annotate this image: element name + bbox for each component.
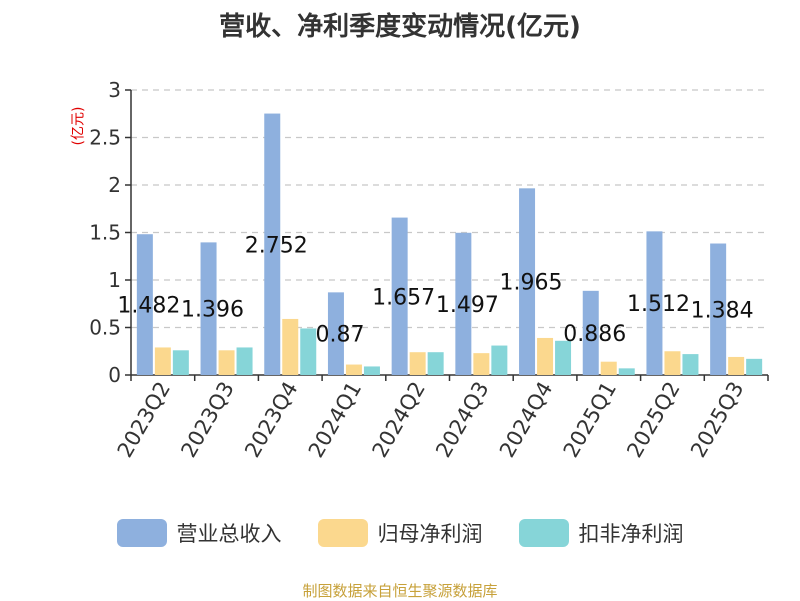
revenue-data-label: 2.752 (245, 233, 308, 258)
deducted-net-profit-bar (427, 352, 444, 375)
y-tick-label: 1.5 (89, 221, 121, 245)
net-profit-bar (154, 347, 171, 375)
legend-label-net-profit: 归母净利润 (377, 522, 483, 546)
chart-title: 营收、净利季度变动情况(亿元) (219, 12, 581, 42)
legend-swatch-revenue (116, 519, 167, 547)
net-profit-bar (218, 350, 235, 375)
x-tick-label: 2025Q2 (622, 378, 684, 462)
y-tick-label: 3 (108, 78, 121, 102)
x-tick-label: 2023Q3 (176, 378, 238, 462)
y-tick-label: 0 (108, 363, 121, 387)
y-tick-label: 1 (108, 268, 121, 292)
x-tick-label: 2024Q4 (495, 378, 557, 462)
revenue-bar (264, 113, 281, 375)
revenue-data-label: 0.886 (563, 322, 626, 347)
net-profit-bar (345, 364, 362, 375)
revenue-bar (200, 242, 217, 375)
revenue-data-label: 1.657 (372, 285, 435, 310)
revenue-bar (327, 292, 344, 375)
deducted-net-profit-bar (682, 354, 699, 375)
revenue-data-label: 1.512 (627, 292, 690, 317)
revenue-data-label: 1.965 (500, 271, 563, 296)
net-profit-bar (600, 361, 617, 375)
legend-item-deducted-net-profit[interactable]: 扣非净利润 (518, 518, 684, 548)
revenue-bar (455, 232, 472, 375)
deducted-net-profit-bar (363, 366, 380, 375)
y-tick-label: 2.5 (89, 126, 121, 150)
net-profit-bar (409, 352, 426, 375)
net-profit-bar (537, 337, 554, 375)
revenue-bar (582, 290, 599, 375)
legend-label-deducted-net-profit: 扣非净利润 (578, 522, 684, 546)
x-tick-label: 2024Q2 (368, 378, 430, 462)
x-tick-label: 2025Q1 (559, 378, 621, 462)
x-tick-label: 2023Q4 (240, 378, 302, 462)
revenue-data-label: 1.384 (691, 298, 754, 323)
legend-swatch-net-profit (317, 519, 368, 547)
net-profit-bar (728, 356, 745, 375)
deducted-net-profit-bar (491, 345, 508, 375)
x-tick-label: 2024Q1 (304, 378, 366, 462)
y-tick-label: 0.5 (89, 316, 121, 340)
x-tick-label: 2025Q3 (686, 378, 748, 462)
legend-item-revenue[interactable]: 营业总收入 (116, 518, 282, 548)
deducted-net-profit-bar (300, 328, 317, 375)
legend-item-net-profit[interactable]: 归母净利润 (317, 518, 483, 548)
net-profit-bar (473, 353, 490, 375)
revenue-bar (136, 234, 153, 375)
revenue-bar (710, 243, 727, 375)
deducted-net-profit-bar (555, 340, 572, 375)
revenue-bar (519, 188, 536, 375)
revenue-bar (646, 231, 663, 375)
net-profit-bar (664, 351, 681, 375)
x-tick-label: 2024Q3 (431, 377, 493, 461)
x-tick-label: 2023Q2 (113, 378, 175, 462)
deducted-net-profit-bar (236, 347, 253, 375)
legend-swatch-deducted-net-profit (518, 519, 569, 547)
revenue-data-label: 1.482 (117, 294, 180, 319)
revenue-data-label: 0.87 (315, 323, 364, 348)
chart-legend: 营业总收入 归母净利润 扣非净利润 (0, 518, 800, 548)
net-profit-bar (282, 318, 299, 375)
revenue-bar (391, 217, 408, 375)
revenue-data-label: 1.396 (181, 298, 244, 323)
deducted-net-profit-bar (172, 350, 189, 375)
y-tick-label: 2 (108, 173, 121, 197)
source-note: 制图数据来自恒生聚源数据库 (302, 582, 498, 600)
deducted-net-profit-bar (618, 368, 635, 375)
legend-label-revenue: 营业总收入 (176, 522, 282, 546)
deducted-net-profit-bar (746, 358, 763, 375)
revenue-data-label: 1.497 (436, 293, 499, 318)
